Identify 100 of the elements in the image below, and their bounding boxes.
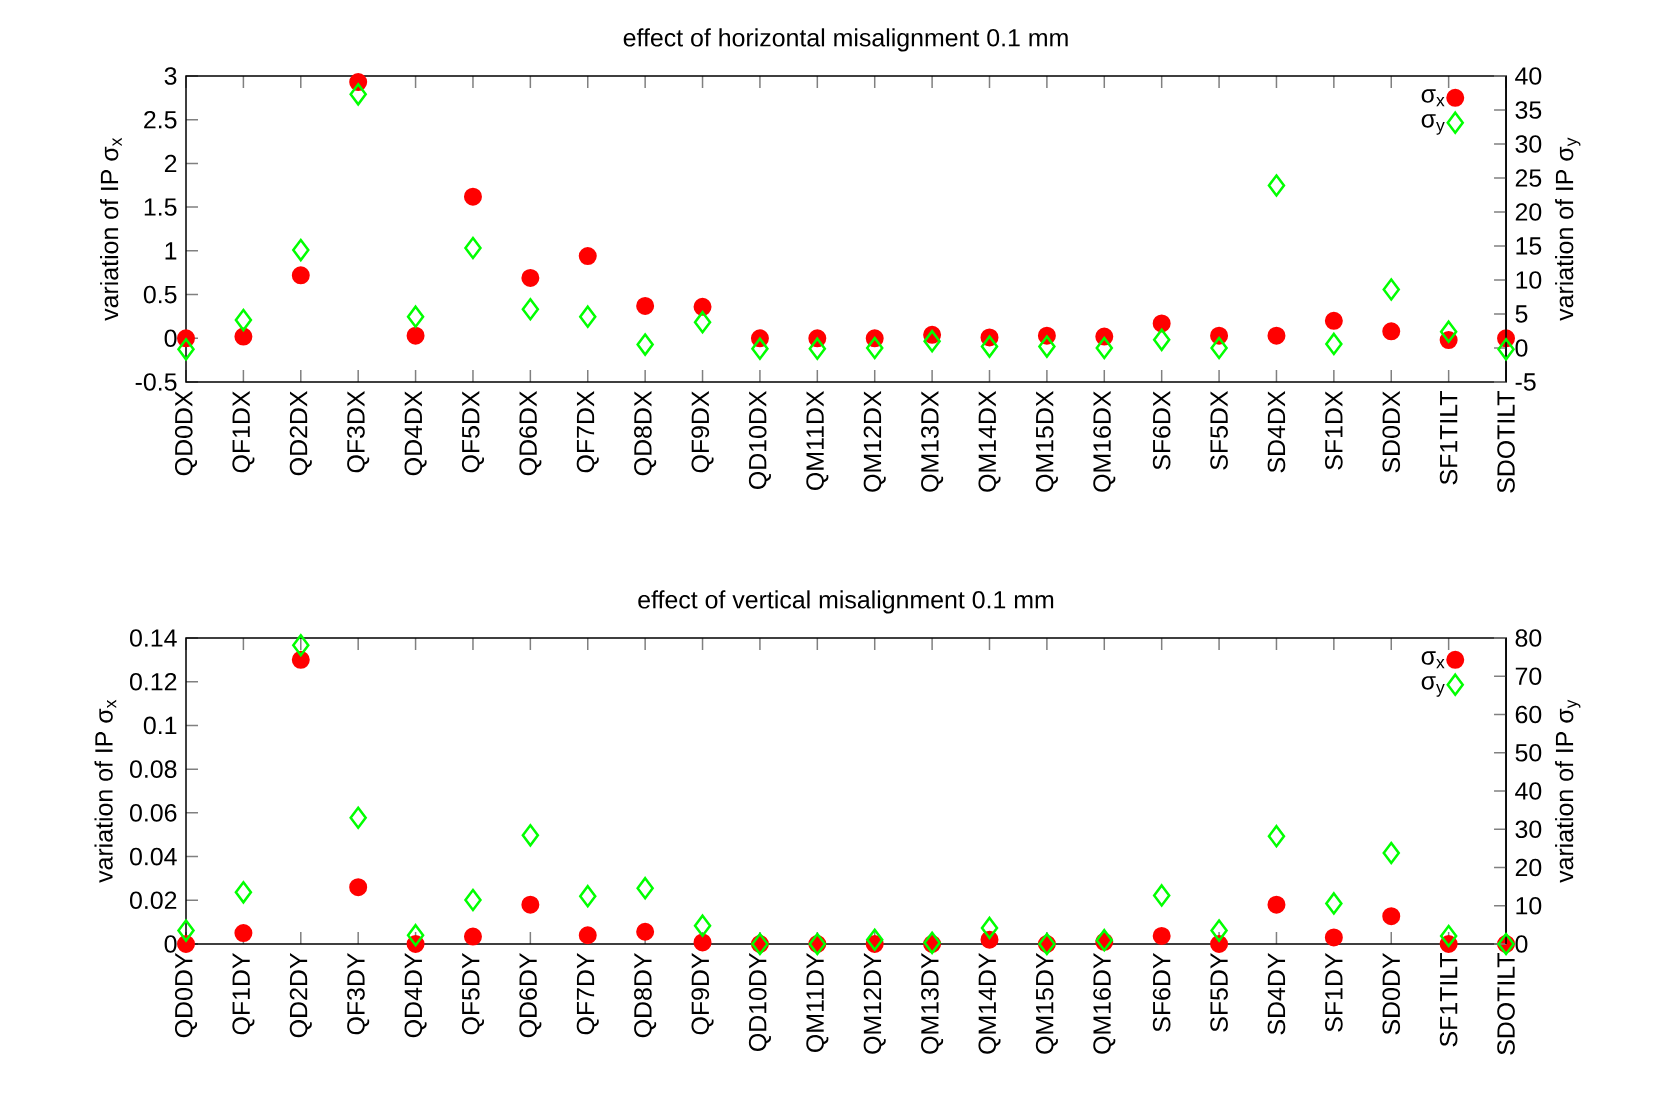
x-tick-label: QM14DY (978, 953, 1001, 1054)
x-tick-label: QM15DY (1035, 953, 1058, 1054)
point (578, 247, 597, 266)
x-tick-label: QD0DY (174, 953, 198, 1038)
x-tick-label: QD4DY (404, 953, 427, 1038)
point (1210, 336, 1228, 360)
point (751, 337, 769, 360)
point (463, 927, 482, 946)
point (865, 928, 884, 952)
point (463, 187, 482, 206)
point (693, 297, 712, 316)
point (865, 336, 884, 360)
point (234, 881, 253, 904)
x-tick-label: QF1DX (232, 391, 255, 473)
y-tick-label: -0.5 (135, 373, 177, 391)
point (636, 296, 655, 315)
point (234, 308, 253, 332)
x-tick-label: QM14DX (978, 391, 1001, 492)
point (1325, 892, 1343, 915)
y2-tick-label: 0 (1515, 935, 1528, 953)
point (980, 916, 999, 940)
x-tick-label: QF3DX (347, 391, 370, 473)
x-tick-label: SF6DY (1152, 953, 1171, 1032)
y2-tick-label: 10 (1516, 271, 1542, 289)
point (1439, 924, 1458, 948)
point (578, 926, 597, 945)
x-tick-label: QM11DY (806, 953, 829, 1052)
x-tick-label: QM11DX (806, 391, 829, 490)
y2-tick-label: 50 (1515, 743, 1542, 762)
point (1152, 328, 1171, 352)
point (406, 326, 425, 345)
point (636, 922, 655, 941)
x-tick-label: QM12DX (863, 391, 886, 492)
point (1497, 338, 1515, 361)
point (636, 333, 654, 356)
point (521, 895, 540, 914)
x-tick-label: QM13DY (921, 953, 944, 1054)
y2-tick-label: 60 (1515, 705, 1542, 724)
x-tick-label: QF9DX (691, 391, 714, 473)
point (923, 931, 941, 955)
point (349, 806, 367, 830)
y2-tick-label: 10 (1516, 896, 1542, 915)
x-tick-label: QD6DY (519, 953, 542, 1038)
x-tick-label: SF1TILT (1439, 953, 1458, 1047)
point (579, 884, 597, 908)
y-tick-label: 0 (164, 935, 177, 953)
y-tick-label: 0.02 (130, 891, 177, 910)
point (1210, 919, 1228, 942)
chart-title: effect of vertical misalignment 0.1 mm (638, 590, 1054, 614)
x-tick-label: SD4DX (1267, 391, 1286, 473)
point (464, 888, 482, 912)
point (1095, 928, 1114, 952)
x-tick-label: QF1DY (232, 953, 255, 1035)
point (693, 933, 712, 952)
point (1382, 322, 1401, 341)
x-tick-label: SD4DY (1267, 953, 1286, 1035)
y2-axis-title: variation of IP σ$_{y}$ (1555, 137, 1581, 321)
x-tick-label: QF5DY (461, 953, 485, 1035)
y2-tick-label: 80 (1515, 629, 1542, 647)
point (406, 923, 425, 947)
x-tick-label: SD0DX (1382, 391, 1401, 473)
point (1152, 926, 1171, 945)
y-tick-label: 0.14 (130, 629, 177, 647)
x-tick-label: QF9DY (691, 953, 714, 1035)
x-tick-label: QF3DY (347, 953, 370, 1035)
legend-label: σ$_{y}$ (1421, 114, 1445, 135)
y2-tick-label: 25 (1515, 169, 1542, 187)
y-axis-title: variation of IP σ$_{x}$ (100, 137, 122, 321)
point (1382, 907, 1401, 926)
point (693, 310, 712, 334)
chart-title: effect of horizontal misalignment 0.1 mm (623, 28, 1068, 52)
y2-tick-label: 40 (1515, 782, 1542, 800)
point (292, 634, 310, 657)
point (1095, 336, 1114, 360)
point (693, 914, 712, 937)
point (1439, 320, 1458, 343)
point (808, 337, 827, 360)
point (234, 924, 253, 943)
y2-tick-label: 5 (1515, 305, 1528, 323)
x-tick-label: SDOTILT (1497, 391, 1515, 493)
x-tick-label: SF1DY (1325, 953, 1343, 1032)
y-tick-label: 0.08 (130, 760, 177, 778)
point (349, 878, 368, 897)
point (521, 268, 540, 287)
x-tick-label: QD8DY (634, 953, 657, 1038)
point (291, 650, 310, 669)
x-tick-label: QM16DY (1093, 953, 1116, 1054)
y-tick-label: 0.1 (143, 716, 177, 735)
point (1382, 841, 1400, 865)
point (521, 824, 540, 847)
y2-tick-label: 30 (1515, 820, 1542, 839)
y-tick-label: 1 (165, 242, 177, 260)
x-tick-label: SDOTILT (1497, 953, 1515, 1055)
y2-tick-label: 20 (1515, 203, 1542, 221)
y2-tick-label: -5 (1515, 373, 1536, 391)
point (234, 327, 253, 346)
point (636, 876, 654, 900)
point (291, 266, 310, 285)
x-tick-label: QF7DX (576, 391, 599, 473)
legend-label: σ$_{x}$ (1421, 651, 1445, 669)
